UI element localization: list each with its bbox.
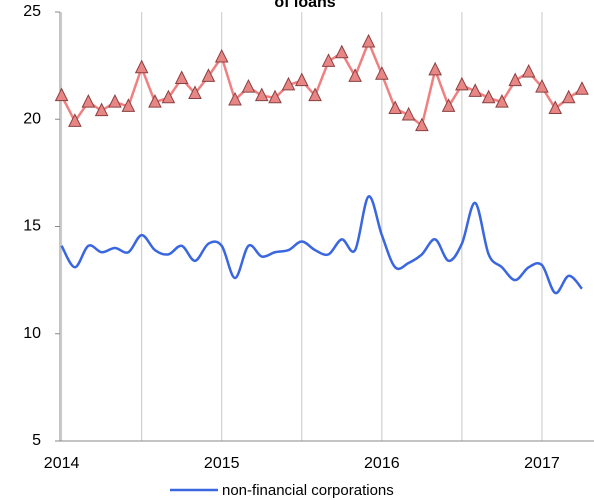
marker bbox=[188, 85, 202, 100]
marker bbox=[108, 93, 122, 108]
marker bbox=[214, 48, 229, 63]
series-line bbox=[60, 38, 583, 128]
marker bbox=[94, 102, 109, 117]
x-tick-label: 2015 bbox=[204, 455, 240, 472]
marker bbox=[468, 83, 483, 97]
marker bbox=[81, 93, 96, 108]
marker bbox=[548, 100, 563, 115]
x-tick-label: 2016 bbox=[364, 455, 400, 472]
marker bbox=[481, 89, 496, 104]
y-tick-label: 20 bbox=[23, 110, 41, 127]
marker bbox=[535, 78, 549, 93]
y-tick-label: 10 bbox=[23, 325, 41, 342]
marker bbox=[268, 89, 282, 104]
marker bbox=[575, 81, 589, 95]
marker bbox=[455, 76, 469, 91]
marker bbox=[241, 78, 256, 93]
marker bbox=[174, 70, 189, 84]
x-tick-label: 2017 bbox=[524, 455, 560, 472]
marker bbox=[54, 87, 69, 102]
marker bbox=[415, 117, 429, 132]
marker bbox=[228, 91, 242, 106]
marker bbox=[388, 100, 402, 115]
marker bbox=[161, 89, 176, 104]
marker bbox=[521, 63, 536, 78]
x-tick-label: 2014 bbox=[44, 455, 80, 472]
y-tick-label: 25 bbox=[23, 3, 41, 20]
marker bbox=[294, 72, 309, 87]
marker bbox=[148, 93, 162, 108]
marker bbox=[308, 87, 322, 102]
marker bbox=[281, 76, 296, 91]
marker bbox=[321, 53, 336, 67]
marker bbox=[254, 87, 269, 102]
marker bbox=[375, 66, 389, 80]
legend-label: non-financial corporations bbox=[222, 482, 394, 499]
marker bbox=[361, 33, 376, 48]
marker bbox=[401, 106, 416, 121]
y-tick-label: 5 bbox=[32, 432, 41, 449]
marker bbox=[508, 72, 523, 87]
marker bbox=[348, 68, 362, 82]
marker bbox=[335, 44, 349, 59]
marker bbox=[428, 61, 442, 76]
y-tick-label: 15 bbox=[23, 218, 41, 235]
marker bbox=[68, 113, 82, 127]
marker bbox=[561, 89, 576, 104]
marker bbox=[201, 68, 216, 82]
marker bbox=[121, 98, 136, 112]
marker bbox=[441, 98, 456, 112]
marker bbox=[134, 59, 149, 74]
series-line bbox=[60, 195, 583, 295]
chart-title: of loans bbox=[274, 0, 335, 11]
marker bbox=[495, 93, 509, 108]
